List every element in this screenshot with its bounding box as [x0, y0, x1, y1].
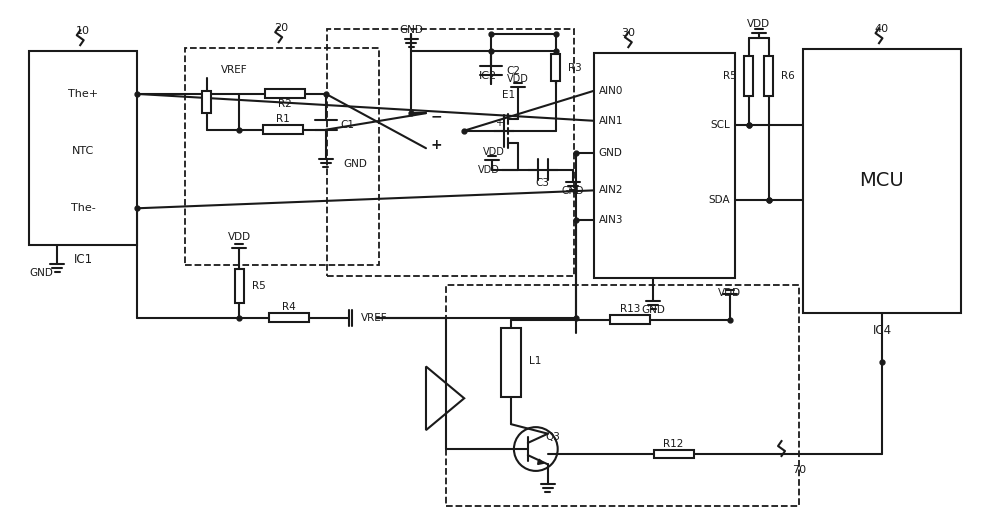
Text: VDD: VDD [747, 19, 770, 29]
Bar [327, 29, 574, 276]
Text: VDD: VDD [507, 74, 529, 84]
Text: 30: 30 [621, 28, 635, 38]
Text: R12: R12 [663, 439, 684, 449]
Bar [235, 269, 244, 304]
Text: GND: GND [29, 268, 53, 278]
Text: NTC: NTC [72, 145, 94, 156]
Text: GND: GND [641, 305, 665, 315]
Text: R1: R1 [276, 114, 290, 124]
Text: 40: 40 [875, 24, 889, 34]
Text: SCL: SCL [710, 120, 730, 130]
Text: VDD: VDD [228, 232, 251, 242]
Text: C2: C2 [506, 66, 520, 76]
Text: VREF: VREF [361, 313, 387, 323]
Text: MCU: MCU [860, 171, 904, 190]
Text: The-: The- [71, 203, 96, 213]
Bar [551, 54, 560, 80]
Text: 10: 10 [76, 26, 90, 36]
Text: −: − [430, 110, 442, 123]
Text: R4: R4 [282, 302, 296, 312]
Text: R3: R3 [568, 62, 582, 72]
Text: 70: 70 [792, 465, 806, 475]
Text: VDD: VDD [478, 165, 500, 175]
Text: R13: R13 [620, 304, 640, 314]
Text: E1: E1 [502, 90, 515, 100]
Bar [263, 125, 303, 134]
Bar [744, 56, 753, 96]
Text: +: + [495, 118, 503, 127]
Text: IC2: IC2 [479, 71, 497, 81]
Text: VDD: VDD [718, 288, 741, 298]
Text: R6: R6 [781, 71, 795, 81]
Text: AIN1: AIN1 [598, 116, 623, 126]
Text: L1: L1 [529, 357, 541, 367]
Text: VDD: VDD [483, 147, 505, 157]
Text: IC4: IC4 [872, 324, 892, 337]
Bar [202, 90, 211, 113]
Bar [185, 48, 379, 265]
Bar [654, 450, 694, 459]
Bar [265, 89, 305, 98]
Bar [594, 53, 735, 278]
Bar [446, 285, 799, 506]
Bar [803, 49, 961, 313]
Text: C3: C3 [536, 178, 550, 188]
Text: GND: GND [561, 186, 584, 196]
Text: AIN3: AIN3 [598, 215, 623, 225]
Bar [501, 327, 521, 397]
Bar [29, 51, 137, 245]
Text: GND: GND [598, 148, 622, 158]
Text: IC1: IC1 [74, 252, 93, 266]
Text: The+: The+ [68, 89, 98, 99]
Text: SDA: SDA [708, 195, 730, 205]
Text: VREF: VREF [220, 65, 247, 75]
Text: R5: R5 [252, 281, 266, 291]
Text: Q3: Q3 [546, 432, 561, 442]
Text: R2: R2 [278, 99, 292, 110]
Text: AIN2: AIN2 [598, 185, 623, 195]
Text: AIN0: AIN0 [598, 86, 623, 96]
Text: R5: R5 [723, 71, 736, 81]
Text: GND: GND [344, 159, 368, 169]
Text: +: + [430, 138, 442, 152]
Text: 20: 20 [275, 23, 289, 33]
Text: GND: GND [400, 25, 423, 35]
Bar [269, 313, 309, 322]
Bar [764, 56, 773, 96]
Bar [610, 315, 650, 324]
Text: C1: C1 [341, 120, 355, 130]
